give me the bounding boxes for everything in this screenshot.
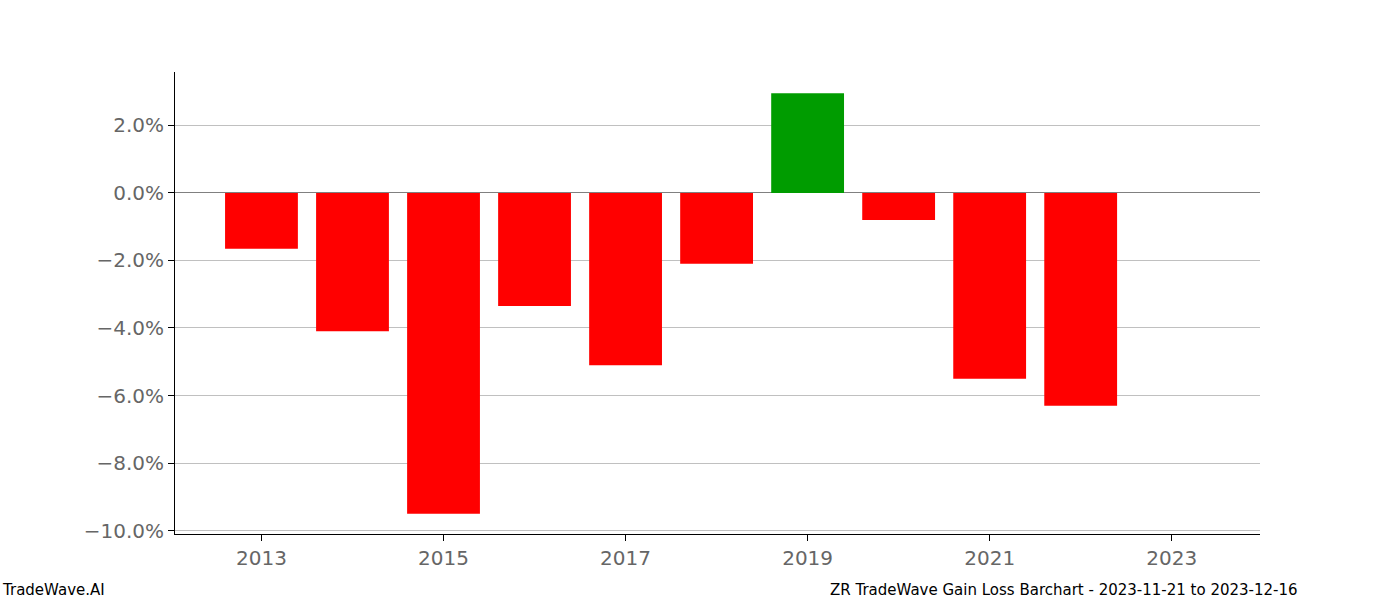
svg-text:2013: 2013 <box>236 546 287 570</box>
svg-text:−6.0%: −6.0% <box>96 384 164 408</box>
svg-text:2021: 2021 <box>964 546 1015 570</box>
svg-text:−2.0%: −2.0% <box>96 248 164 272</box>
svg-text:0.0%: 0.0% <box>113 181 164 205</box>
svg-text:−8.0%: −8.0% <box>96 451 164 475</box>
svg-text:2023: 2023 <box>1146 546 1197 570</box>
svg-text:2017: 2017 <box>600 546 651 570</box>
svg-text:2019: 2019 <box>782 546 833 570</box>
svg-text:2015: 2015 <box>418 546 469 570</box>
svg-text:ZR TradeWave Gain Loss Barchar: ZR TradeWave Gain Loss Barchart - 2023-1… <box>830 581 1298 599</box>
svg-text:TradeWave.AI: TradeWave.AI <box>2 581 105 599</box>
svg-text:−4.0%: −4.0% <box>96 316 164 340</box>
svg-text:−10.0%: −10.0% <box>84 519 164 543</box>
svg-text:2.0%: 2.0% <box>113 113 164 137</box>
